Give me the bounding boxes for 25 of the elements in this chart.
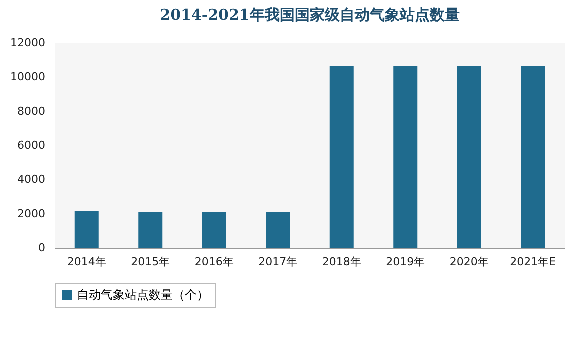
x-tick-label: 2020年 [450,256,489,268]
x-tick-label: 2015年 [131,256,170,268]
bar [74,211,99,248]
y-tick-label: 6000 [18,139,46,152]
bar [138,212,163,248]
bar [266,212,290,248]
x-tick-label: 2014年 [67,256,106,268]
y-tick-label: 4000 [18,173,46,186]
x-tick-label: 2019年 [386,256,426,268]
y-tick-label: 2000 [18,207,46,220]
y-tick-label: 12000 [10,36,46,50]
x-tick-label: 2017年 [258,256,298,268]
x-tick-label: 2021年E [510,256,556,268]
bar [202,212,226,248]
bar [394,66,418,248]
y-tick-label: 0 [38,242,46,254]
bar [457,66,482,248]
bar [330,66,354,248]
x-tick-label: 2016年 [194,256,234,268]
y-tick-label: 8000 [18,104,46,118]
y-tick-label: 10000 [10,70,46,84]
legend-label: 自动气象站点数量（个） [77,288,209,302]
bar [521,66,546,248]
chart-title: 2014-2021年我国国家级自动气象站点数量 [160,6,460,24]
x-tick-label: 2018年 [322,256,362,268]
